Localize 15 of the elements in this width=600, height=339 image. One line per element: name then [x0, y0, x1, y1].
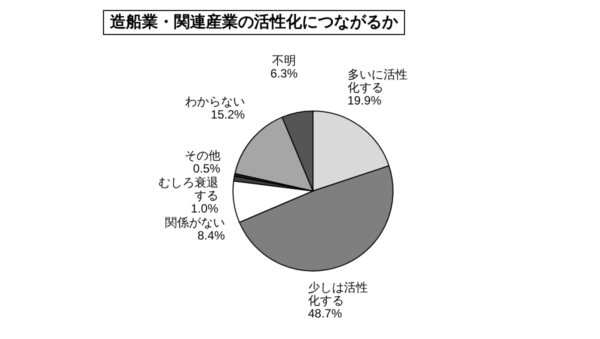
slice-label: 関係がない — [164, 215, 225, 230]
slice-label: むしろ衰退する — [158, 175, 218, 202]
data-label: 0.5% — [192, 161, 221, 176]
data-label: 19.9% — [347, 94, 382, 108]
slice-label: わからない — [184, 94, 245, 109]
chart-title: 造船業・関連産業の活性化につながるか — [103, 10, 405, 35]
slice-label: 多いに活性化する — [347, 68, 408, 95]
data-label: 1.0% — [190, 201, 219, 216]
data-label: 6.3% — [270, 66, 298, 80]
slice-label: 不明 — [272, 53, 296, 68]
slice-label: 少しは活性化する — [308, 280, 368, 308]
data-label: 8.4% — [198, 228, 226, 242]
slice-label: その他 — [184, 148, 220, 162]
data-label: 15.2% — [210, 108, 246, 122]
data-label: 48.7% — [308, 306, 342, 321]
